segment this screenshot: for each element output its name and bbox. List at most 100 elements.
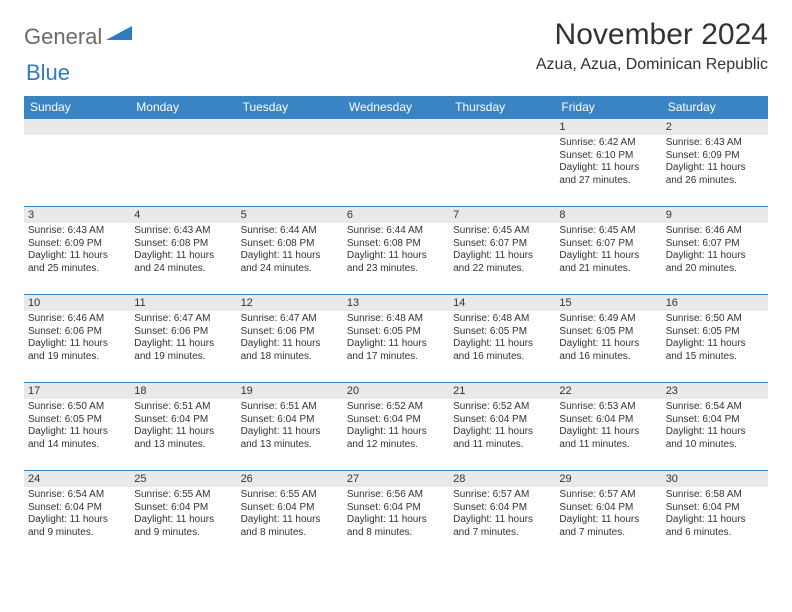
calendar-day-cell: 18Sunrise: 6:51 AMSunset: 6:04 PMDayligh… — [130, 383, 236, 471]
day-number — [24, 119, 130, 135]
calendar-day-cell: 2Sunrise: 6:43 AMSunset: 6:09 PMDaylight… — [662, 119, 768, 207]
calendar-week-row: 24Sunrise: 6:54 AMSunset: 6:04 PMDayligh… — [24, 471, 768, 559]
day-number: 25 — [130, 471, 236, 487]
day-body: Sunrise: 6:54 AMSunset: 6:04 PMDaylight:… — [662, 399, 768, 455]
day-body: Sunrise: 6:46 AMSunset: 6:07 PMDaylight:… — [662, 223, 768, 279]
day-number: 8 — [555, 207, 661, 223]
day-body: Sunrise: 6:49 AMSunset: 6:05 PMDaylight:… — [555, 311, 661, 367]
day-body: Sunrise: 6:51 AMSunset: 6:04 PMDaylight:… — [130, 399, 236, 455]
logo-text-general: General — [24, 24, 102, 50]
day-body: Sunrise: 6:46 AMSunset: 6:06 PMDaylight:… — [24, 311, 130, 367]
day-number: 4 — [130, 207, 236, 223]
calendar-day-cell: 19Sunrise: 6:51 AMSunset: 6:04 PMDayligh… — [237, 383, 343, 471]
calendar-week-row: 17Sunrise: 6:50 AMSunset: 6:05 PMDayligh… — [24, 383, 768, 471]
calendar-day-cell — [24, 119, 130, 207]
calendar-week-row: 3Sunrise: 6:43 AMSunset: 6:09 PMDaylight… — [24, 207, 768, 295]
calendar-day-cell: 22Sunrise: 6:53 AMSunset: 6:04 PMDayligh… — [555, 383, 661, 471]
day-body: Sunrise: 6:43 AMSunset: 6:08 PMDaylight:… — [130, 223, 236, 279]
day-body: Sunrise: 6:45 AMSunset: 6:07 PMDaylight:… — [449, 223, 555, 279]
calendar-day-cell: 24Sunrise: 6:54 AMSunset: 6:04 PMDayligh… — [24, 471, 130, 559]
weekday-header: Thursday — [449, 96, 555, 119]
calendar-day-cell: 26Sunrise: 6:55 AMSunset: 6:04 PMDayligh… — [237, 471, 343, 559]
day-body: Sunrise: 6:44 AMSunset: 6:08 PMDaylight:… — [343, 223, 449, 279]
calendar-day-cell: 17Sunrise: 6:50 AMSunset: 6:05 PMDayligh… — [24, 383, 130, 471]
day-number: 19 — [237, 383, 343, 399]
calendar-day-cell: 28Sunrise: 6:57 AMSunset: 6:04 PMDayligh… — [449, 471, 555, 559]
day-body: Sunrise: 6:58 AMSunset: 6:04 PMDaylight:… — [662, 487, 768, 543]
calendar-day-cell: 30Sunrise: 6:58 AMSunset: 6:04 PMDayligh… — [662, 471, 768, 559]
day-body: Sunrise: 6:43 AMSunset: 6:09 PMDaylight:… — [24, 223, 130, 279]
calendar-day-cell — [130, 119, 236, 207]
day-number: 30 — [662, 471, 768, 487]
weekday-header: Wednesday — [343, 96, 449, 119]
calendar-day-cell: 10Sunrise: 6:46 AMSunset: 6:06 PMDayligh… — [24, 295, 130, 383]
title-block: November 2024 Azua, Azua, Dominican Repu… — [536, 18, 768, 74]
day-number: 7 — [449, 207, 555, 223]
day-body: Sunrise: 6:52 AMSunset: 6:04 PMDaylight:… — [449, 399, 555, 455]
day-body: Sunrise: 6:56 AMSunset: 6:04 PMDaylight:… — [343, 487, 449, 543]
day-number: 15 — [555, 295, 661, 311]
calendar-day-cell: 20Sunrise: 6:52 AMSunset: 6:04 PMDayligh… — [343, 383, 449, 471]
day-number — [130, 119, 236, 135]
day-body: Sunrise: 6:48 AMSunset: 6:05 PMDaylight:… — [343, 311, 449, 367]
calendar-day-cell: 14Sunrise: 6:48 AMSunset: 6:05 PMDayligh… — [449, 295, 555, 383]
day-body: Sunrise: 6:48 AMSunset: 6:05 PMDaylight:… — [449, 311, 555, 367]
day-number — [343, 119, 449, 135]
day-body — [237, 135, 343, 141]
day-number: 5 — [237, 207, 343, 223]
day-body: Sunrise: 6:44 AMSunset: 6:08 PMDaylight:… — [237, 223, 343, 279]
day-number: 28 — [449, 471, 555, 487]
day-body — [24, 135, 130, 141]
calendar-day-cell — [343, 119, 449, 207]
calendar-day-cell: 13Sunrise: 6:48 AMSunset: 6:05 PMDayligh… — [343, 295, 449, 383]
calendar-week-row: 10Sunrise: 6:46 AMSunset: 6:06 PMDayligh… — [24, 295, 768, 383]
day-number: 1 — [555, 119, 661, 135]
day-number: 14 — [449, 295, 555, 311]
logo-text-blue: Blue — [26, 60, 70, 85]
calendar-day-cell: 12Sunrise: 6:47 AMSunset: 6:06 PMDayligh… — [237, 295, 343, 383]
day-number: 10 — [24, 295, 130, 311]
day-number: 29 — [555, 471, 661, 487]
calendar-day-cell: 15Sunrise: 6:49 AMSunset: 6:05 PMDayligh… — [555, 295, 661, 383]
day-number: 27 — [343, 471, 449, 487]
calendar-day-cell: 29Sunrise: 6:57 AMSunset: 6:04 PMDayligh… — [555, 471, 661, 559]
calendar-day-cell: 3Sunrise: 6:43 AMSunset: 6:09 PMDaylight… — [24, 207, 130, 295]
day-number: 6 — [343, 207, 449, 223]
day-body: Sunrise: 6:43 AMSunset: 6:09 PMDaylight:… — [662, 135, 768, 191]
day-number: 17 — [24, 383, 130, 399]
weekday-header: Saturday — [662, 96, 768, 119]
day-number: 3 — [24, 207, 130, 223]
weekday-header: Sunday — [24, 96, 130, 119]
calendar-day-cell: 11Sunrise: 6:47 AMSunset: 6:06 PMDayligh… — [130, 295, 236, 383]
weekday-header: Monday — [130, 96, 236, 119]
calendar-header-row: SundayMondayTuesdayWednesdayThursdayFrid… — [24, 96, 768, 119]
calendar-day-cell: 21Sunrise: 6:52 AMSunset: 6:04 PMDayligh… — [449, 383, 555, 471]
day-number: 23 — [662, 383, 768, 399]
weekday-header: Tuesday — [237, 96, 343, 119]
calendar-day-cell: 8Sunrise: 6:45 AMSunset: 6:07 PMDaylight… — [555, 207, 661, 295]
logo: General — [24, 18, 134, 50]
month-title: November 2024 — [536, 18, 768, 52]
day-number: 20 — [343, 383, 449, 399]
day-number: 24 — [24, 471, 130, 487]
day-body: Sunrise: 6:55 AMSunset: 6:04 PMDaylight:… — [130, 487, 236, 543]
day-number: 21 — [449, 383, 555, 399]
calendar-day-cell: 7Sunrise: 6:45 AMSunset: 6:07 PMDaylight… — [449, 207, 555, 295]
calendar-day-cell: 4Sunrise: 6:43 AMSunset: 6:08 PMDaylight… — [130, 207, 236, 295]
calendar-day-cell — [237, 119, 343, 207]
day-body — [343, 135, 449, 141]
calendar-day-cell: 16Sunrise: 6:50 AMSunset: 6:05 PMDayligh… — [662, 295, 768, 383]
calendar-table: SundayMondayTuesdayWednesdayThursdayFrid… — [24, 96, 768, 559]
day-body: Sunrise: 6:42 AMSunset: 6:10 PMDaylight:… — [555, 135, 661, 191]
day-number — [449, 119, 555, 135]
day-number: 26 — [237, 471, 343, 487]
day-body: Sunrise: 6:47 AMSunset: 6:06 PMDaylight:… — [237, 311, 343, 367]
calendar-day-cell: 5Sunrise: 6:44 AMSunset: 6:08 PMDaylight… — [237, 207, 343, 295]
day-body: Sunrise: 6:47 AMSunset: 6:06 PMDaylight:… — [130, 311, 236, 367]
day-number: 2 — [662, 119, 768, 135]
calendar-day-cell: 27Sunrise: 6:56 AMSunset: 6:04 PMDayligh… — [343, 471, 449, 559]
calendar-day-cell: 6Sunrise: 6:44 AMSunset: 6:08 PMDaylight… — [343, 207, 449, 295]
day-body: Sunrise: 6:54 AMSunset: 6:04 PMDaylight:… — [24, 487, 130, 543]
day-number: 16 — [662, 295, 768, 311]
day-body: Sunrise: 6:45 AMSunset: 6:07 PMDaylight:… — [555, 223, 661, 279]
